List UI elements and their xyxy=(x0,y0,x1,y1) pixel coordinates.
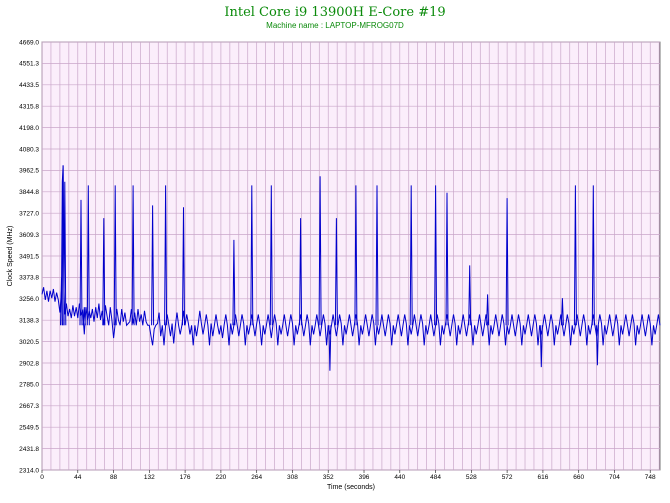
series-spike xyxy=(354,185,358,326)
series-spike xyxy=(334,218,338,326)
series-spike xyxy=(82,307,86,326)
y-tick-label: 3609.3 xyxy=(19,232,39,239)
series-spike xyxy=(375,185,379,326)
series-spike xyxy=(131,185,135,326)
series-spike xyxy=(79,199,83,326)
chart-title: Intel Core i9 13900H E-Core #19 xyxy=(224,5,446,20)
y-tick-label: 2902.8 xyxy=(19,360,39,367)
y-tick-label: 3962.5 xyxy=(19,168,39,175)
x-tick-label: 0 xyxy=(40,474,44,481)
x-tick-label: 660 xyxy=(573,474,584,481)
x-tick-label: 748 xyxy=(645,474,656,481)
series-spike xyxy=(573,185,577,326)
x-tick-label: 704 xyxy=(609,474,620,481)
series-spike xyxy=(328,325,332,371)
chart-subtitle: Machine name : LAPTOP-MFROG07D xyxy=(266,21,404,30)
series-spike xyxy=(409,185,413,326)
y-axis-ticks: 4669.0 4551.3 4433.5 4315.8 4198.0 4080.3 3962… xyxy=(19,39,39,474)
series-spike xyxy=(505,198,509,326)
y-tick-label: 4551.3 xyxy=(19,61,39,68)
y-tick-label: 3844.8 xyxy=(19,189,39,196)
series-spike xyxy=(591,185,595,326)
y-tick-label: 3256.0 xyxy=(19,296,39,303)
y-tick-label: 3727.0 xyxy=(19,211,39,218)
grid xyxy=(41,41,660,471)
y-tick-label: 4315.8 xyxy=(19,103,39,110)
series-spike xyxy=(151,205,155,326)
y-tick-label: 3373.8 xyxy=(19,275,39,282)
y-tick-label: 4080.3 xyxy=(19,146,39,153)
y-tick-label: 2431.8 xyxy=(19,446,39,453)
x-axis-label: Time (seconds) xyxy=(327,484,375,491)
series-spike xyxy=(318,176,322,326)
series-spike xyxy=(560,298,564,326)
series-line xyxy=(41,165,661,346)
x-tick-label: 220 xyxy=(215,474,226,481)
x-tick-label: 176 xyxy=(180,474,191,481)
y-tick-label: 2549.5 xyxy=(19,425,39,432)
series-spike xyxy=(250,185,254,326)
series-spike xyxy=(232,239,236,326)
y-tick-label: 4669.0 xyxy=(19,39,39,46)
y-axis-label: Clock Speed (MHz) xyxy=(7,226,14,287)
series-spike xyxy=(445,192,449,326)
x-tick-label: 528 xyxy=(466,474,477,481)
y-tick-label: 3138.3 xyxy=(19,317,39,324)
series-spike xyxy=(299,218,303,326)
x-tick-label: 88 xyxy=(110,474,118,481)
x-tick-label: 484 xyxy=(430,474,441,481)
y-tick-label: 2314.0 xyxy=(19,467,39,474)
series-spike xyxy=(102,218,106,326)
series-spike xyxy=(63,181,67,326)
series-spike xyxy=(269,185,273,326)
x-tick-label: 396 xyxy=(359,474,370,481)
series-group xyxy=(41,165,661,371)
x-tick-label: 308 xyxy=(287,474,298,481)
series-spike xyxy=(182,207,185,326)
series-spike xyxy=(434,185,438,326)
y-tick-label: 2785.0 xyxy=(19,382,39,389)
x-tick-label: 572 xyxy=(502,474,513,481)
y-tick-label: 3491.5 xyxy=(19,253,39,260)
x-tick-label: 440 xyxy=(394,474,405,481)
x-tick-label: 616 xyxy=(537,474,548,481)
y-tick-label: 4198.0 xyxy=(19,125,39,132)
series-spike xyxy=(595,325,599,366)
series-spike xyxy=(486,294,490,326)
y-tick-label: 2667.3 xyxy=(19,403,39,410)
x-tick-label: 352 xyxy=(323,474,334,481)
series-spike xyxy=(468,265,472,326)
y-tick-label: 4433.5 xyxy=(19,82,39,89)
x-axis-ticks: 0 44 88 132 176 220 264 308 352 396 440 484 528 572 61… xyxy=(40,470,656,481)
series-spike xyxy=(86,185,90,326)
series-spike xyxy=(539,325,543,368)
x-tick-label: 44 xyxy=(74,474,82,481)
series-spike xyxy=(113,185,117,326)
series-spike xyxy=(164,185,168,326)
x-tick-label: 264 xyxy=(251,474,262,481)
x-tick-label: 132 xyxy=(144,474,155,481)
y-tick-label: 3020.5 xyxy=(19,339,39,346)
